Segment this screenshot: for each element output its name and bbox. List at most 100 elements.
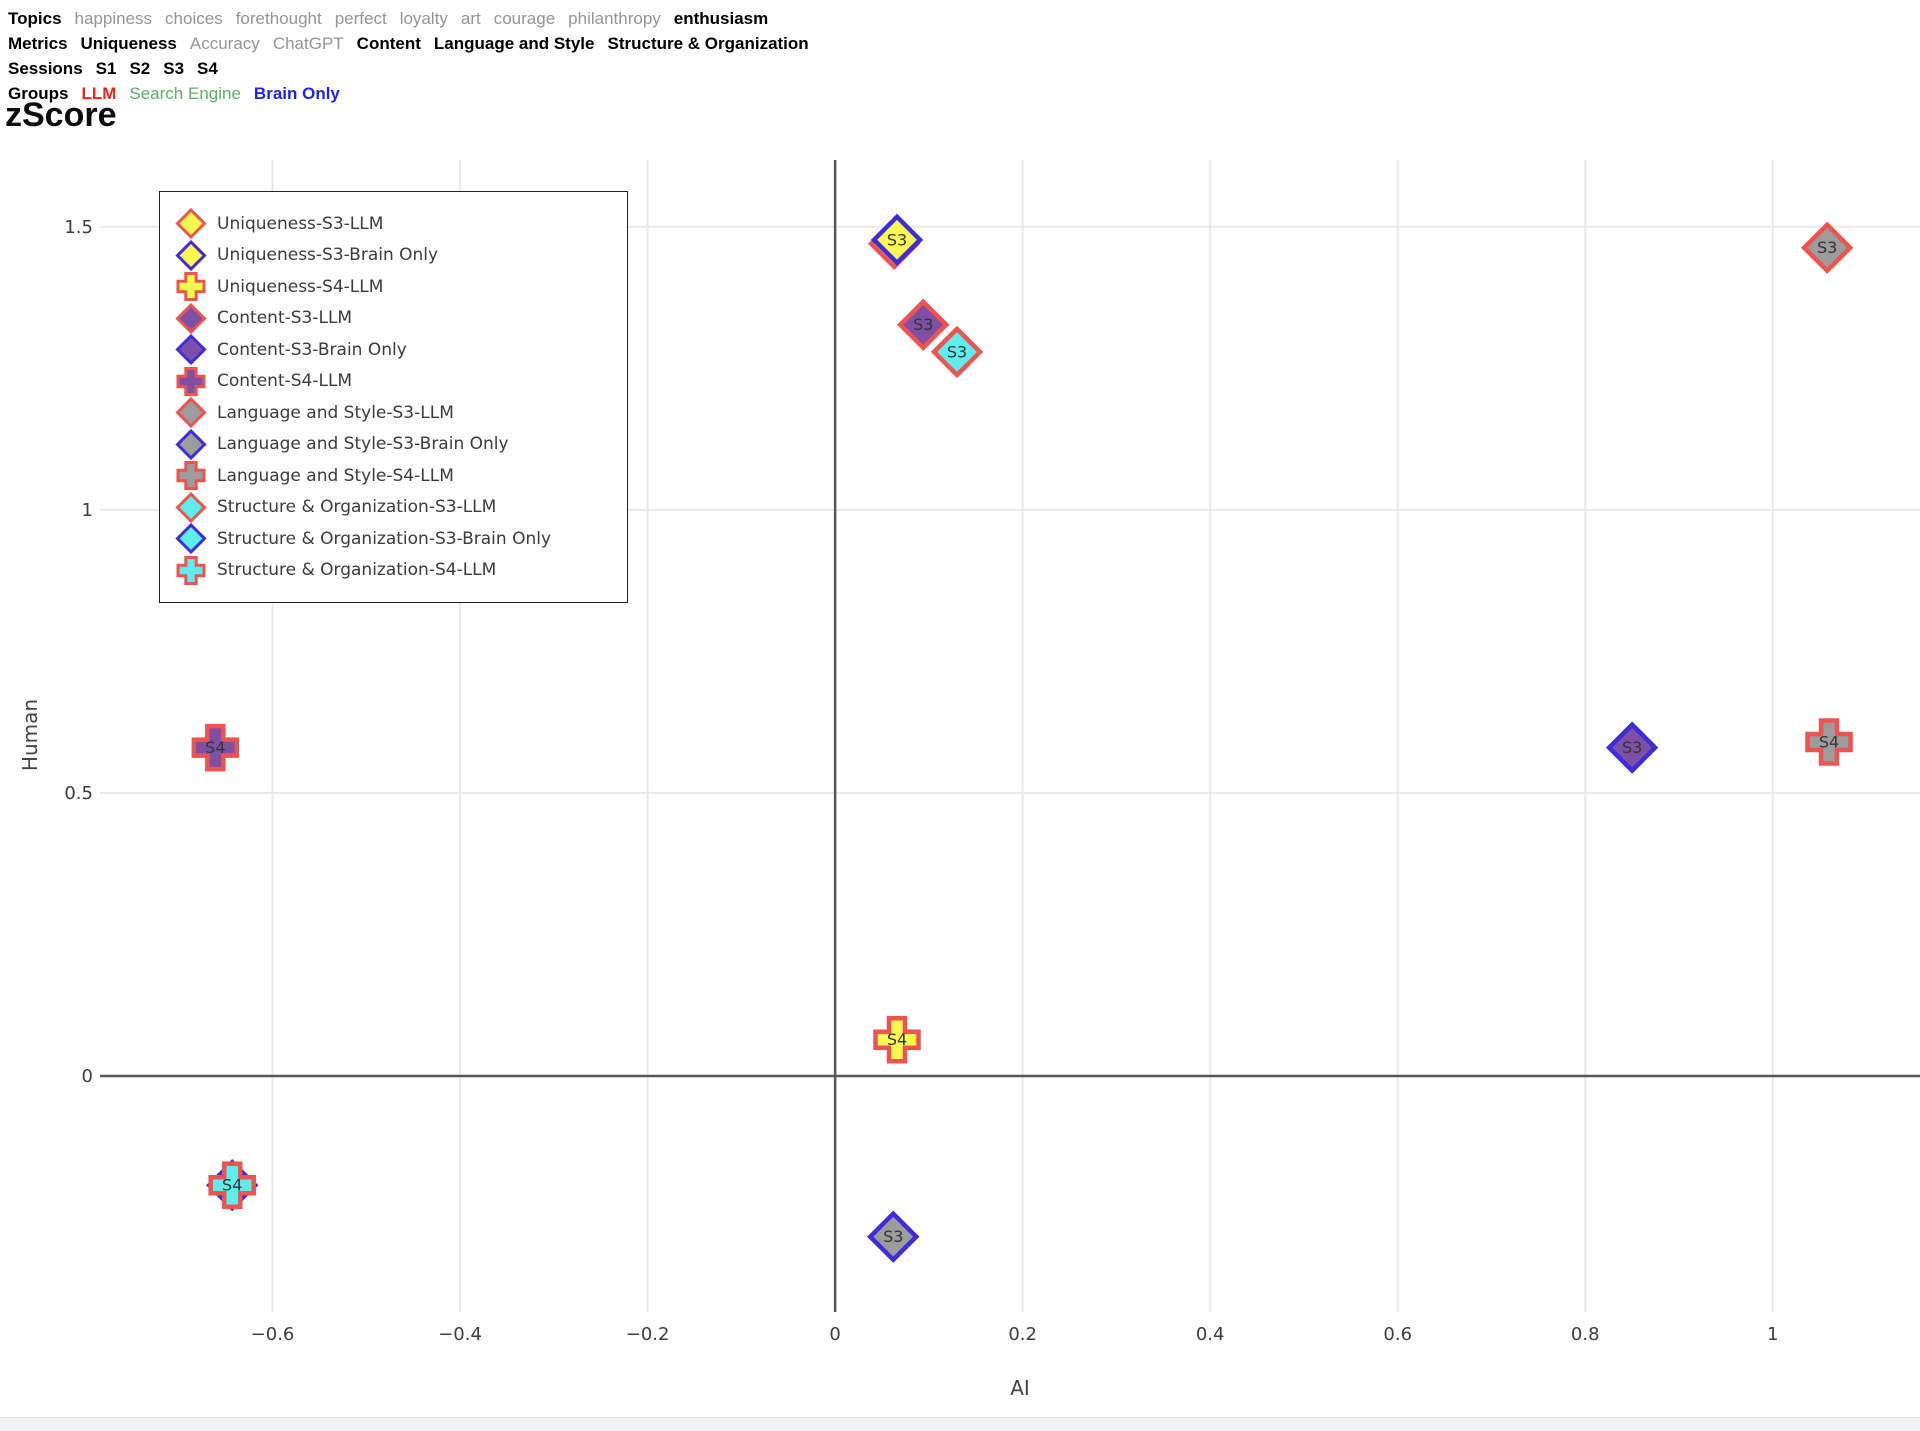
legend-diamond-icon <box>175 334 207 366</box>
filter-item-search-engine[interactable]: Search Engine <box>129 84 241 103</box>
legend-label: Content-S3-Brain Only <box>217 339 407 360</box>
x-tick-label--0.6: −0.6 <box>251 1324 295 1345</box>
diamond-marker-icon <box>867 1210 920 1263</box>
diamond-marker-icon <box>930 325 984 379</box>
marker-structure-organization-s3-llm[interactable]: S3 <box>930 325 984 379</box>
x-tick-label-1: 1 <box>1767 1324 1778 1345</box>
filter-item-choices[interactable]: choices <box>165 9 223 28</box>
legend-diamond-icon <box>175 302 207 334</box>
filter-item-forethought[interactable]: forethought <box>235 9 322 28</box>
legend-item-uniqueness-s4-llm[interactable]: Uniqueness-S4-LLM <box>174 271 617 303</box>
filter-item-structure-organization[interactable]: Structure & Organization <box>607 34 809 53</box>
marker-content-s4-llm[interactable]: S4 <box>191 723 240 772</box>
filter-item-art[interactable]: art <box>460 9 481 28</box>
filter-item-philanthropy[interactable]: philanthropy <box>568 9 661 28</box>
legend-item-content-s3-llm[interactable]: Content-S3-LLM <box>174 302 617 335</box>
legend-item-content-s3-brain-only[interactable]: Content-S3-Brain Only <box>174 334 617 366</box>
filter-item-loyalty[interactable]: loyalty <box>399 9 448 28</box>
legend-item-language-and-style-s3-llm[interactable]: Language and Style-S3-LLM <box>174 397 617 429</box>
x-tick-label--0.4: −0.4 <box>438 1324 482 1345</box>
filter-item-happiness[interactable]: happiness <box>74 9 153 28</box>
marker-content-s3-llm[interactable]: S3 <box>897 298 950 351</box>
x-tick-label-0.8: 0.8 <box>1571 1324 1600 1345</box>
legend-item-uniqueness-s3-llm[interactable]: Uniqueness-S3-LLM <box>174 208 617 240</box>
diamond-marker-icon <box>897 298 950 351</box>
legend-label: Language and Style-S4-LLM <box>217 465 454 486</box>
filter-row-metrics: Metrics Uniqueness Accuracy ChatGPT Content L… <box>8 31 809 56</box>
diamond-marker-icon <box>1800 221 1854 274</box>
legend-label: Uniqueness-S3-LLM <box>217 213 384 234</box>
legend-label: Content-S4-LLM <box>217 371 353 392</box>
diamond-marker-icon <box>1605 721 1659 774</box>
filter-item-language-and-style[interactable]: Language and Style <box>433 34 595 53</box>
filter-row-label-topics: Topics <box>8 9 62 28</box>
legend-diamond-icon <box>175 208 207 240</box>
marker-language-and-style-s3-brain-only[interactable]: S3 <box>867 1210 920 1263</box>
filter-row-sessions: Sessions S1 S2 S3 S4 <box>8 56 809 81</box>
filter-item-courage[interactable]: courage <box>493 9 556 28</box>
marker-content-s3-brain-only[interactable]: S3 <box>1605 721 1659 774</box>
page-title: zScore <box>5 96 117 134</box>
filter-item-enthusiasm[interactable]: enthusiasm <box>673 9 769 28</box>
filter-item-brain-only[interactable]: Brain Only <box>253 84 340 103</box>
y-tick-label-1.5: 1.5 <box>64 217 93 238</box>
legend-item-structure-organization-s3-brain-only[interactable]: Structure & Organization-S3-Brain Only <box>174 523 617 555</box>
x-tick-label-0.2: 0.2 <box>1008 1324 1037 1345</box>
filter-item-llm[interactable]: LLM <box>81 84 117 103</box>
marker-language-and-style-s3-llm[interactable]: S3 <box>1800 221 1854 274</box>
legend-item-uniqueness-s3-brain-only[interactable]: Uniqueness-S3-Brain Only <box>174 239 617 272</box>
legend-cross-icon <box>176 272 206 302</box>
legend-item-structure-organization-s4-llm[interactable]: Structure & Organization-S4-LLM <box>174 555 617 587</box>
filter-item-accuracy[interactable]: Accuracy <box>189 34 260 53</box>
cross-marker-icon <box>208 1161 256 1209</box>
filter-item-s2[interactable]: S2 <box>129 59 151 78</box>
marker-session-label: S4 <box>222 1176 242 1195</box>
legend-diamond-icon <box>175 397 207 429</box>
legend-diamond-icon <box>175 428 207 460</box>
filter-item-perfect[interactable]: perfect <box>334 9 387 28</box>
x-tick-label-0: 0 <box>829 1324 840 1345</box>
marker-uniqueness-s3-brain-only[interactable]: S3 <box>870 213 924 267</box>
filter-item-content[interactable]: Content <box>356 34 421 53</box>
x-tick-label-0.6: 0.6 <box>1383 1324 1412 1345</box>
legend-item-language-and-style-s3-brain-only[interactable]: Language and Style-S3-Brain Only <box>174 428 617 461</box>
legend-label: Structure & Organization-S3-Brain Only <box>217 528 552 549</box>
filter-bar: Topics happiness choices forethought perfect… <box>8 6 809 106</box>
marker-session-label: S3 <box>887 230 907 249</box>
filter-item-s1[interactable]: S1 <box>95 59 117 78</box>
legend-item-structure-organization-s3-llm[interactable]: Structure & Organization-S3-LLM <box>174 491 617 524</box>
y-axis-title: Human <box>18 698 42 772</box>
filter-item-chatgpt[interactable]: ChatGPT <box>272 34 344 53</box>
legend-label: Structure & Organization-S4-LLM <box>217 560 497 581</box>
filter-row-label-metrics: Metrics <box>8 34 68 53</box>
marker-session-label: S3 <box>947 342 967 361</box>
legend-item-content-s4-llm[interactable]: Content-S4-LLM <box>174 366 617 398</box>
marker-session-label: S4 <box>1819 732 1839 751</box>
filter-item-uniqueness[interactable]: Uniqueness <box>80 34 177 53</box>
x-tick-label-0.4: 0.4 <box>1196 1324 1225 1345</box>
filter-row-groups: Groups LLM Search Engine Brain Only <box>8 81 809 106</box>
cross-marker-icon <box>191 723 240 772</box>
legend-label: Content-S3-LLM <box>217 308 353 329</box>
marker-session-label: S3 <box>1622 738 1642 757</box>
marker-uniqueness-s4-llm[interactable]: S4 <box>873 1015 921 1064</box>
x-axis-title: AI <box>1010 1376 1030 1400</box>
marker-language-and-style-s4-llm[interactable]: S4 <box>1805 718 1853 766</box>
legend-label: Language and Style-S3-LLM <box>217 402 454 423</box>
marker-session-label: S3 <box>883 1227 903 1246</box>
marker-structure-organization-s4-llm[interactable]: S4 <box>208 1161 256 1209</box>
filter-row-label-sessions: Sessions <box>8 59 83 78</box>
legend-label: Language and Style-S3-Brain Only <box>217 434 509 455</box>
legend-diamond-icon <box>175 491 207 523</box>
marker-session-label: S4 <box>887 1030 907 1049</box>
cross-marker-icon <box>873 1015 921 1064</box>
filter-item-s4[interactable]: S4 <box>197 59 218 78</box>
legend-cross-icon <box>176 555 206 585</box>
legend-label: Uniqueness-S3-Brain Only <box>217 245 439 266</box>
y-tick-label-0.5: 0.5 <box>64 783 93 804</box>
filter-item-s3[interactable]: S3 <box>163 59 185 78</box>
chart-legend: Uniqueness-S3-LLM Uniqueness-S3-Brain Onl… <box>159 191 628 603</box>
cross-marker-icon <box>1805 718 1853 766</box>
legend-item-language-and-style-s4-llm[interactable]: Language and Style-S4-LLM <box>174 460 617 492</box>
filter-row-topics: Topics happiness choices forethought perfect… <box>8 6 809 31</box>
